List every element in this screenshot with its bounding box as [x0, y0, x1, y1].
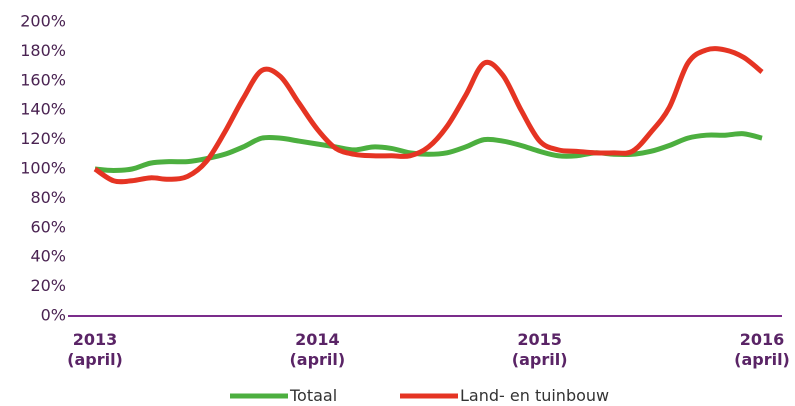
y-tick-label: 0%	[41, 306, 66, 325]
y-tick-label: 80%	[30, 188, 66, 207]
y-tick-label: 200%	[20, 12, 66, 31]
y-tick-label: 180%	[20, 41, 66, 60]
legend-label: Land- en tuinbouw	[460, 386, 610, 405]
x-tick-label: 2013 (april)	[67, 330, 123, 369]
y-tick-label: 40%	[30, 247, 66, 266]
series-line	[93, 46, 764, 185]
legend-label: Totaal	[290, 386, 338, 405]
x-tick-label: 2016 (april)	[734, 330, 790, 369]
y-tick-label: 100%	[20, 159, 66, 178]
y-tick-label: 140%	[20, 100, 66, 119]
y-tick-label: 120%	[20, 129, 66, 148]
x-tick-label: 2014 (april)	[289, 330, 346, 369]
y-tick-label: 20%	[30, 276, 66, 295]
x-tick-label: 2015 (april)	[511, 330, 568, 369]
series-line	[94, 131, 763, 173]
y-tick-label: 160%	[20, 70, 66, 89]
y-tick-label: 60%	[30, 217, 66, 236]
